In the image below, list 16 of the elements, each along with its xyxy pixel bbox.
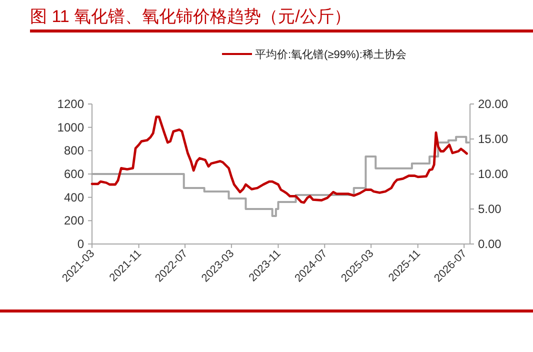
y-tick-label: 1200 — [57, 97, 84, 111]
y-tick-label: 0 — [77, 237, 84, 251]
line-series — [90, 116, 468, 204]
y-tick-label: 600 — [64, 167, 84, 181]
y2-tick-label: 10.00 — [478, 167, 508, 181]
legend: 平均价:氧化镨(≥99%):稀土协会 — [222, 49, 406, 61]
y-tick-label: 200 — [64, 214, 84, 228]
y-tick-label: 800 — [64, 144, 84, 158]
y-tick-label: 1000 — [57, 120, 84, 134]
y2-tick-label: 20.00 — [478, 97, 508, 111]
y2-tick-label: 5.00 — [478, 202, 502, 216]
chart-title: 图 11 氧化镨、氧化铈价格趋势（元/公斤） — [30, 7, 351, 26]
y2-tick-label: 15.00 — [478, 132, 508, 146]
legend-label: 平均价:氧化镨(≥99%):稀土协会 — [255, 48, 406, 61]
y-tick-label: 400 — [64, 190, 84, 204]
y2-tick-label: 0.00 — [478, 237, 502, 251]
